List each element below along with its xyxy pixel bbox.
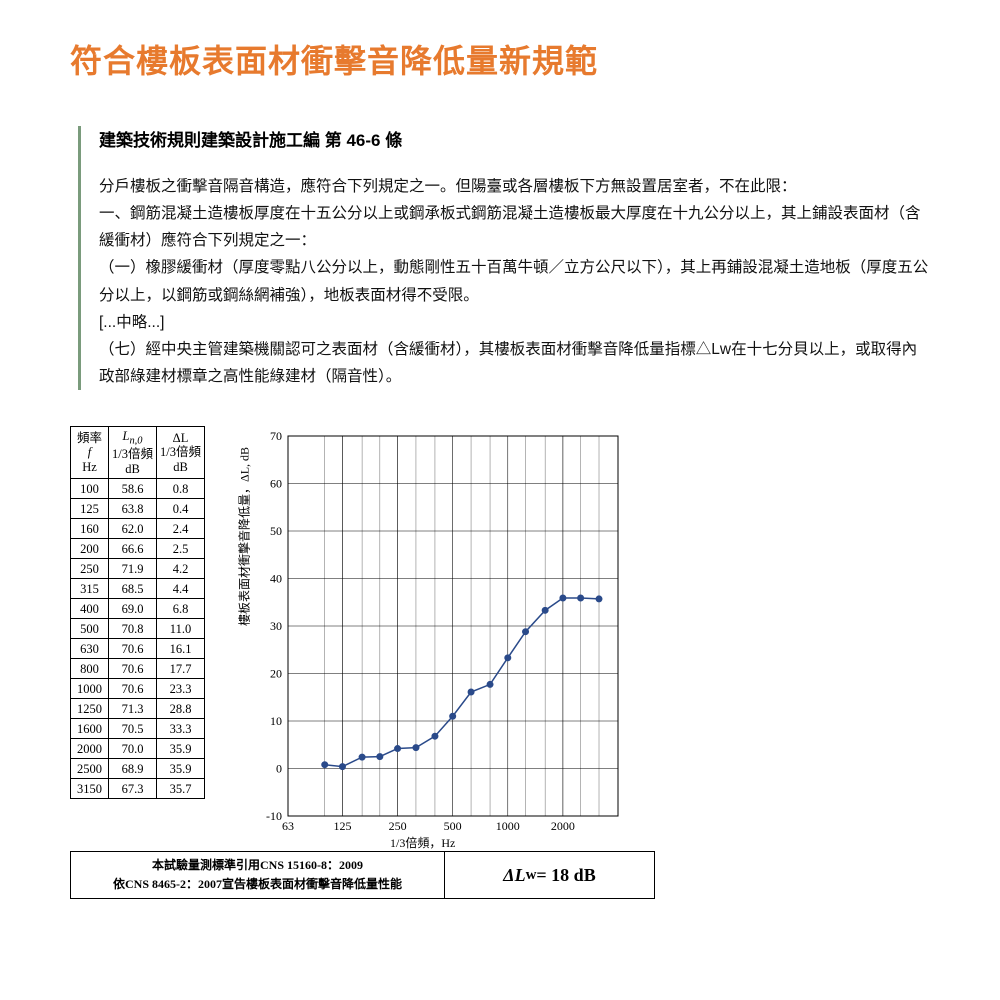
table-cell: 11.0 xyxy=(157,619,205,639)
data-table: 頻率 f Hz Ln,0 1/3倍頻 dB ΔL 1/3倍頻 dB 10058.… xyxy=(70,426,205,799)
table-cell: 100 xyxy=(71,479,109,499)
table-cell: 2.4 xyxy=(157,519,205,539)
table-cell: 62.0 xyxy=(109,519,157,539)
table-cell: 2500 xyxy=(71,759,109,779)
table-cell: 2000 xyxy=(71,739,109,759)
table-cell: 17.7 xyxy=(157,659,205,679)
table-cell: 33.3 xyxy=(157,719,205,739)
regulation-para: 分戶樓板之衝擊音隔音構造，應符合下列規定之一。但陽臺或各層樓板下方無設置居室者，… xyxy=(99,173,930,200)
regulation-para: [...中略...] xyxy=(99,309,930,336)
svg-text:-10: -10 xyxy=(266,809,282,823)
table-cell: 67.3 xyxy=(109,779,157,799)
svg-text:500: 500 xyxy=(444,819,462,833)
regulation-heading: 建築技術規則建築設計施工編 第 46-6 條 xyxy=(99,126,930,151)
svg-text:10: 10 xyxy=(270,714,282,728)
table-row: 16062.02.4 xyxy=(71,519,205,539)
table-cell: 200 xyxy=(71,539,109,559)
regulation-para: 一、鋼筋混凝土造樓板厚度在十五公分以上或鋼承板式鋼筋混凝土造樓板最大厚度在十九公… xyxy=(99,200,930,254)
table-cell: 70.6 xyxy=(109,639,157,659)
table-cell: 6.8 xyxy=(157,599,205,619)
table-cell: 35.7 xyxy=(157,779,205,799)
table-cell: 35.9 xyxy=(157,759,205,779)
svg-text:250: 250 xyxy=(389,819,407,833)
svg-text:2000: 2000 xyxy=(551,819,575,833)
table-cell: 35.9 xyxy=(157,739,205,759)
table-cell: 58.6 xyxy=(109,479,157,499)
svg-text:63: 63 xyxy=(282,819,294,833)
table-row: 160070.533.3 xyxy=(71,719,205,739)
svg-text:20: 20 xyxy=(270,667,282,681)
page-title: 符合樓板表面材衝擊音降低量新規範 xyxy=(70,36,930,82)
footer-standards: 本試驗量測標準引用CNS 15160-8：2009 依CNS 8465-2：20… xyxy=(71,852,444,898)
table-row: 250068.935.9 xyxy=(71,759,205,779)
table-cell: 800 xyxy=(71,659,109,679)
svg-text:50: 50 xyxy=(270,524,282,538)
table-row: 10058.60.8 xyxy=(71,479,205,499)
table-cell: 70.8 xyxy=(109,619,157,639)
svg-text:1000: 1000 xyxy=(496,819,520,833)
chart-container: -10 0 10 20 30 40 50 60 70 63 125 250 500 1000 2000 xyxy=(240,426,640,846)
table-row: 100070.623.3 xyxy=(71,679,205,699)
table-cell: 71.9 xyxy=(109,559,157,579)
table-cell: 315 xyxy=(71,579,109,599)
table-cell: 400 xyxy=(71,599,109,619)
footer-box: 本試驗量測標準引用CNS 15160-8：2009 依CNS 8465-2：20… xyxy=(70,851,655,899)
svg-text:60: 60 xyxy=(270,477,282,491)
svg-text:125: 125 xyxy=(333,819,351,833)
chart-xlabel: 1/3倍頻，Hz xyxy=(390,834,455,851)
table-cell: 0.8 xyxy=(157,479,205,499)
table-row: 200070.035.9 xyxy=(71,739,205,759)
table-cell: 1250 xyxy=(71,699,109,719)
table-cell: 68.5 xyxy=(109,579,157,599)
regulation-block: 建築技術規則建築設計施工編 第 46-6 條 分戶樓板之衝擊音隔音構造，應符合下… xyxy=(78,126,930,390)
table-row: 315067.335.7 xyxy=(71,779,205,799)
table-row: 25071.94.2 xyxy=(71,559,205,579)
regulation-para: （一）橡膠緩衝材（厚度零點八公分以上，動態剛性五十百萬牛頓／立方公尺以下），其上… xyxy=(99,254,930,308)
table-cell: 630 xyxy=(71,639,109,659)
table-row: 12563.80.4 xyxy=(71,499,205,519)
table-cell: 63.8 xyxy=(109,499,157,519)
svg-text:40: 40 xyxy=(270,572,282,586)
table-cell: 70.5 xyxy=(109,719,157,739)
table-cell: 16.1 xyxy=(157,639,205,659)
col-header-ln: Ln,0 1/3倍頻 dB xyxy=(109,427,157,479)
svg-text:70: 70 xyxy=(270,429,282,443)
regulation-body: 分戶樓板之衝擊音隔音構造，應符合下列規定之一。但陽臺或各層樓板下方無設置居室者，… xyxy=(99,173,930,390)
table-cell: 70.0 xyxy=(109,739,157,759)
table-cell: 3150 xyxy=(71,779,109,799)
col-header-dl: ΔL 1/3倍頻 dB xyxy=(157,427,205,479)
table-row: 20066.62.5 xyxy=(71,539,205,559)
table-row: 50070.811.0 xyxy=(71,619,205,639)
table-cell: 69.0 xyxy=(109,599,157,619)
table-cell: 4.2 xyxy=(157,559,205,579)
table-cell: 1000 xyxy=(71,679,109,699)
table-cell: 0.4 xyxy=(157,499,205,519)
table-cell: 125 xyxy=(71,499,109,519)
footer-result: ΔLw = 18 dB xyxy=(444,852,654,898)
table-row: 125071.328.8 xyxy=(71,699,205,719)
col-header-freq: 頻率 f Hz xyxy=(71,427,109,479)
regulation-para: （七）經中央主管建築機關認可之表面材（含緩衝材），其樓板表面材衝擊音降低量指標△… xyxy=(99,336,930,390)
chart-svg: -10 0 10 20 30 40 50 60 70 63 125 250 500 1000 2000 xyxy=(240,426,640,846)
svg-text:30: 30 xyxy=(270,619,282,633)
table-cell: 2.5 xyxy=(157,539,205,559)
table-cell: 70.6 xyxy=(109,679,157,699)
table-row: 63070.616.1 xyxy=(71,639,205,659)
table-cell: 28.8 xyxy=(157,699,205,719)
table-row: 31568.54.4 xyxy=(71,579,205,599)
figure-zone: 頻率 f Hz Ln,0 1/3倍頻 dB ΔL 1/3倍頻 dB 10058.… xyxy=(70,426,660,896)
table-cell: 1600 xyxy=(71,719,109,739)
table-row: 40069.06.8 xyxy=(71,599,205,619)
table-cell: 70.6 xyxy=(109,659,157,679)
table-cell: 500 xyxy=(71,619,109,639)
table-cell: 160 xyxy=(71,519,109,539)
table-cell: 4.4 xyxy=(157,579,205,599)
table-cell: 23.3 xyxy=(157,679,205,699)
table-cell: 68.9 xyxy=(109,759,157,779)
svg-text:0: 0 xyxy=(276,762,282,776)
table-cell: 250 xyxy=(71,559,109,579)
table-cell: 71.3 xyxy=(109,699,157,719)
table-row: 80070.617.7 xyxy=(71,659,205,679)
table-cell: 66.6 xyxy=(109,539,157,559)
